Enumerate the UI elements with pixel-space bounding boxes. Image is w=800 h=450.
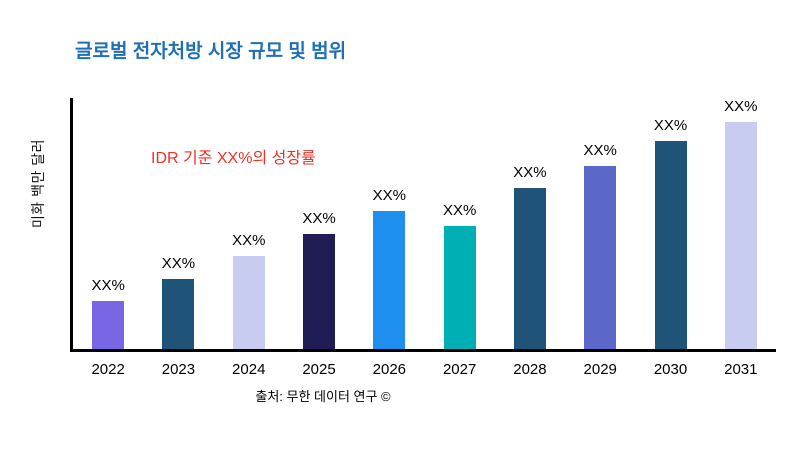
chart-title: 글로벌 전자처방 시장 규모 및 범위 [75,41,347,62]
bar-column: XX% 2023 [143,98,213,378]
bar [92,301,125,349]
x-tick-label: 2029 [583,361,617,378]
bar-column: XX% 2025 [284,98,354,378]
bar [162,278,195,349]
x-tick-label: 2031 [724,361,758,378]
bar-value-label: XX% [302,209,336,227]
bar [443,226,476,349]
growth-rate-annotation: IDR 기준 XX%의 성장률 [151,150,316,167]
x-tick-label: 2027 [442,361,477,378]
x-tick-label: 2028 [513,361,547,378]
bar-column: XX% 2024 [214,98,284,378]
bar [373,210,406,349]
x-tick-label: 2024 [232,361,266,378]
bar [654,140,687,349]
x-tick-label: 2023 [161,361,196,378]
plot-area: IDR 기준 XX%의 성장률 XX% 2022 XX% 2023 XX% 2024 XX%… [70,98,776,378]
bar-column: XX% 2026 [354,98,424,378]
x-tick-label: 2026 [372,361,407,378]
bar-value-label: XX% [161,254,196,272]
bar-column: XX% 2027 [424,98,494,378]
bar-value-label: XX% [724,98,758,115]
bar-value-label: XX% [442,202,477,220]
bar-value-label: XX% [653,116,688,134]
x-tick-label: 2025 [302,361,336,378]
bar-value-label: XX% [513,164,547,182]
y-axis-label: 미화 백만 달러 [30,138,46,228]
bar-column: XX% 2028 [495,98,565,378]
source-text: 출처: 무한 데이터 연구 © [255,389,391,404]
bar [584,165,617,349]
bar-value-label: XX% [232,232,266,250]
bar [724,122,757,349]
bar-column: XX% 2022 [73,98,143,378]
x-tick-label: 2022 [91,361,125,378]
bar-value-label: XX% [372,186,407,204]
bars-container: XX% 2022 XX% 2023 XX% 2024 XX% 2025 XX% 2026 XX% 20… [73,98,776,378]
bar-column: XX% 2031 [706,98,776,378]
bar [232,256,265,349]
bar-column: XX% 2029 [565,98,635,378]
x-tick-label: 2030 [653,361,688,378]
bar [303,233,336,349]
bar-value-label: XX% [583,141,617,159]
bar-column: XX% 2030 [635,98,705,378]
bar-value-label: XX% [91,277,125,295]
bar [513,188,546,349]
